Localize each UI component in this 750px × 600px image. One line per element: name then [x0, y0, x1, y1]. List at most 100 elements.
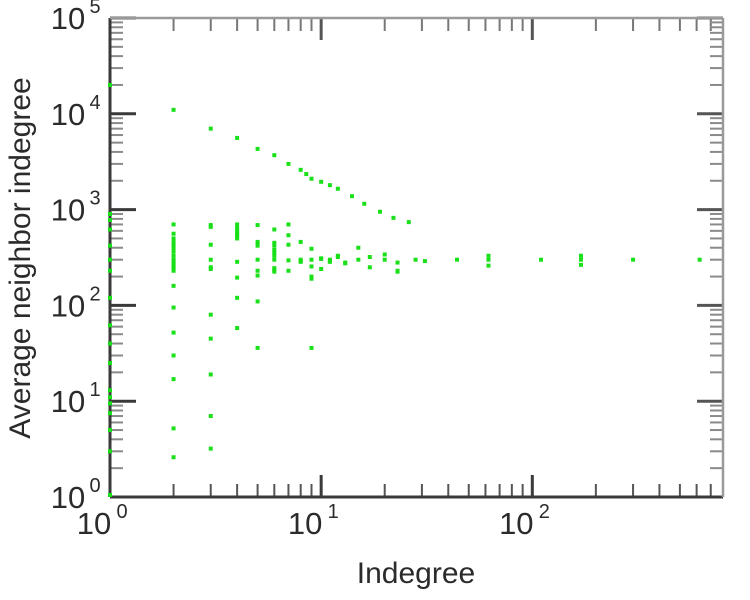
data-point — [309, 257, 314, 262]
data-point — [108, 492, 112, 497]
data-point — [208, 446, 213, 451]
data-point — [108, 361, 112, 366]
data-point — [235, 135, 240, 140]
svg-text:2: 2 — [89, 283, 100, 305]
data-point — [235, 222, 240, 227]
data-point — [286, 222, 291, 227]
data-point — [327, 183, 332, 188]
data-point — [298, 167, 303, 172]
data-point — [335, 186, 340, 191]
data-point — [309, 264, 314, 269]
data-point — [108, 395, 112, 400]
data-point — [272, 269, 277, 274]
data-point — [208, 372, 213, 377]
y-tick-label: 10 1 — [51, 379, 101, 419]
data-point — [272, 240, 277, 245]
x-axis-tick-labels: 10 0 10 1 10 2 — [77, 501, 550, 541]
data-point — [378, 209, 383, 214]
data-point — [255, 257, 260, 262]
data-point — [171, 330, 176, 335]
data-point — [298, 239, 303, 244]
svg-text:10: 10 — [77, 506, 111, 541]
data-point — [413, 257, 418, 262]
data-point — [319, 257, 324, 262]
data-point — [235, 295, 240, 300]
data-point — [327, 259, 332, 264]
data-point — [171, 305, 176, 310]
data-point — [367, 255, 372, 260]
y-tick-label: 10 2 — [51, 283, 101, 323]
y-tick-label: 10 3 — [51, 188, 101, 228]
svg-text:10: 10 — [51, 1, 85, 36]
y-axis-minor-ticks — [110, 21, 723, 470]
data-point — [319, 266, 324, 271]
data-point — [171, 262, 176, 267]
data-point — [356, 257, 361, 262]
data-point — [108, 449, 112, 454]
data-point — [406, 220, 411, 225]
data-point-group — [108, 82, 702, 497]
data-point — [108, 243, 112, 248]
data-point — [171, 242, 176, 247]
data-point — [391, 215, 396, 220]
data-point — [350, 194, 355, 199]
data-point — [108, 401, 112, 406]
data-point — [235, 226, 240, 231]
data-point — [578, 262, 583, 267]
data-point — [272, 227, 277, 232]
data-point — [171, 240, 176, 245]
data-point — [108, 323, 112, 328]
svg-text:0: 0 — [116, 501, 127, 523]
data-point — [235, 275, 240, 280]
y-tick-label: 10 0 — [51, 475, 101, 515]
data-point — [367, 265, 372, 270]
data-point — [171, 259, 176, 264]
svg-text:10: 10 — [51, 193, 85, 228]
svg-text:1: 1 — [328, 501, 339, 523]
data-point — [171, 268, 176, 273]
svg-text:1: 1 — [89, 379, 100, 401]
data-point — [272, 243, 277, 248]
data-point — [486, 257, 491, 262]
data-point — [422, 259, 427, 264]
data-point — [309, 345, 314, 350]
x-tick-label: 10 1 — [288, 501, 339, 541]
svg-text:4: 4 — [89, 92, 100, 114]
data-point — [255, 299, 260, 304]
data-point — [255, 243, 260, 248]
data-point — [171, 426, 176, 431]
x-axis-minor-ticks — [172, 18, 712, 497]
data-point — [171, 231, 176, 236]
data-point — [272, 250, 277, 255]
data-point — [171, 455, 176, 460]
data-point — [108, 295, 112, 300]
y-tick-label: 10 4 — [51, 92, 101, 132]
data-point — [286, 268, 291, 273]
data-point — [171, 283, 176, 288]
svg-text:0: 0 — [89, 475, 100, 497]
data-point — [208, 257, 213, 262]
data-point — [235, 259, 240, 264]
data-point — [108, 217, 112, 222]
data-point — [304, 172, 309, 177]
data-point — [235, 236, 240, 241]
data-point — [272, 253, 277, 258]
y-axis-title: Average neighbor indegree — [4, 77, 37, 438]
data-point — [356, 245, 361, 250]
data-point — [208, 126, 213, 131]
data-point — [235, 326, 240, 331]
data-point — [362, 201, 367, 206]
data-point — [208, 242, 213, 247]
svg-text:10: 10 — [51, 480, 85, 515]
data-point — [108, 257, 112, 262]
data-point — [208, 336, 213, 341]
data-point — [171, 266, 176, 271]
data-point — [539, 257, 544, 262]
data-point — [108, 428, 112, 433]
data-point — [286, 233, 291, 238]
data-point — [309, 176, 314, 181]
data-point — [309, 246, 314, 251]
data-point — [108, 411, 112, 416]
